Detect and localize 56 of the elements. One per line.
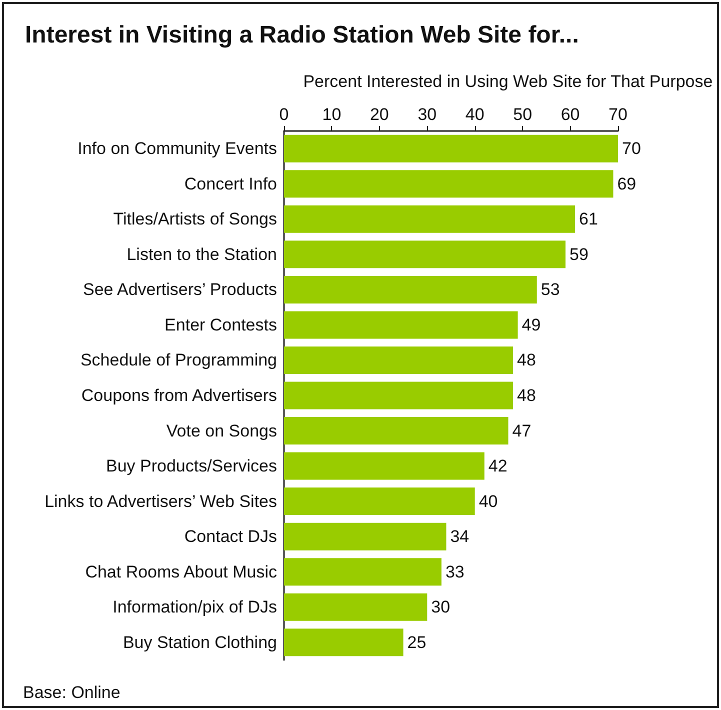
x-tick-label: 30: [418, 105, 437, 124]
bar: [284, 558, 442, 586]
y-tick-label: Vote on Songs: [166, 421, 277, 440]
data-label: 33: [445, 562, 464, 582]
chart-title: Interest in Visiting a Radio Station Web Site for...: [25, 22, 579, 48]
y-tick-label: Information/pix of DJs: [112, 598, 277, 617]
data-label: 59: [570, 244, 588, 264]
y-tick-label: Concert Info: [184, 174, 277, 194]
data-label: 53: [540, 280, 560, 300]
bar: [284, 346, 514, 374]
y-tick-label: Listen to the Station: [126, 244, 277, 264]
x-axis-title: Percent Interested in Using Web Site for That Purpose: [303, 72, 713, 91]
y-tick-label: Contact DJs: [184, 527, 277, 546]
data-label: 69: [617, 174, 636, 194]
y-tick-label: Links to Advertisers’ Web Sites: [44, 492, 277, 511]
data-label: 42: [488, 456, 508, 476]
data-label: 25: [407, 632, 426, 652]
bar: [284, 134, 618, 162]
bar: [284, 382, 514, 410]
data-label: 49: [522, 315, 541, 334]
y-tick-label: Titles/Artists of Songs: [113, 210, 277, 229]
y-tick-label: Buy Products/Services: [106, 456, 277, 476]
bar: [284, 593, 428, 621]
bar: [284, 240, 566, 268]
data-label: 30: [431, 598, 450, 617]
data-label: 61: [579, 210, 598, 229]
data-label: 48: [517, 386, 536, 405]
bar: [284, 417, 508, 445]
y-tick-label: Coupons from Advertisers: [81, 386, 277, 405]
data-label: 34: [450, 527, 470, 546]
data-label: 70: [622, 139, 641, 158]
x-tick-label: 0: [279, 105, 289, 124]
data-label: 47: [512, 421, 532, 440]
x-tick-label: 50: [513, 105, 532, 124]
bar: [284, 205, 576, 233]
bar: [284, 488, 475, 516]
bar: [284, 628, 404, 656]
y-tick-label: Chat Rooms About Music: [85, 562, 278, 582]
x-tick-label: 20: [370, 105, 389, 124]
data-label: 40: [478, 492, 498, 511]
y-tick-label: Enter Contests: [164, 315, 277, 334]
x-tick-label: 60: [560, 105, 580, 124]
y-tick-label: See Advertisers’ Products: [82, 280, 277, 300]
y-tick-label: Schedule of Programming: [80, 350, 277, 370]
bar: [284, 276, 537, 304]
data-label: 48: [517, 350, 536, 370]
x-tick-label: 70: [608, 105, 628, 124]
bar: [284, 452, 484, 480]
text: Base: Online: [23, 683, 120, 702]
x-tick-label: 10: [322, 105, 342, 124]
y-tick-label: Info on Community Events: [78, 139, 277, 158]
bar: [284, 170, 614, 198]
x-tick-label: 40: [465, 105, 484, 124]
bar: [284, 522, 446, 550]
bar: [284, 311, 518, 339]
y-tick-label: Buy Station Clothing: [122, 632, 277, 652]
